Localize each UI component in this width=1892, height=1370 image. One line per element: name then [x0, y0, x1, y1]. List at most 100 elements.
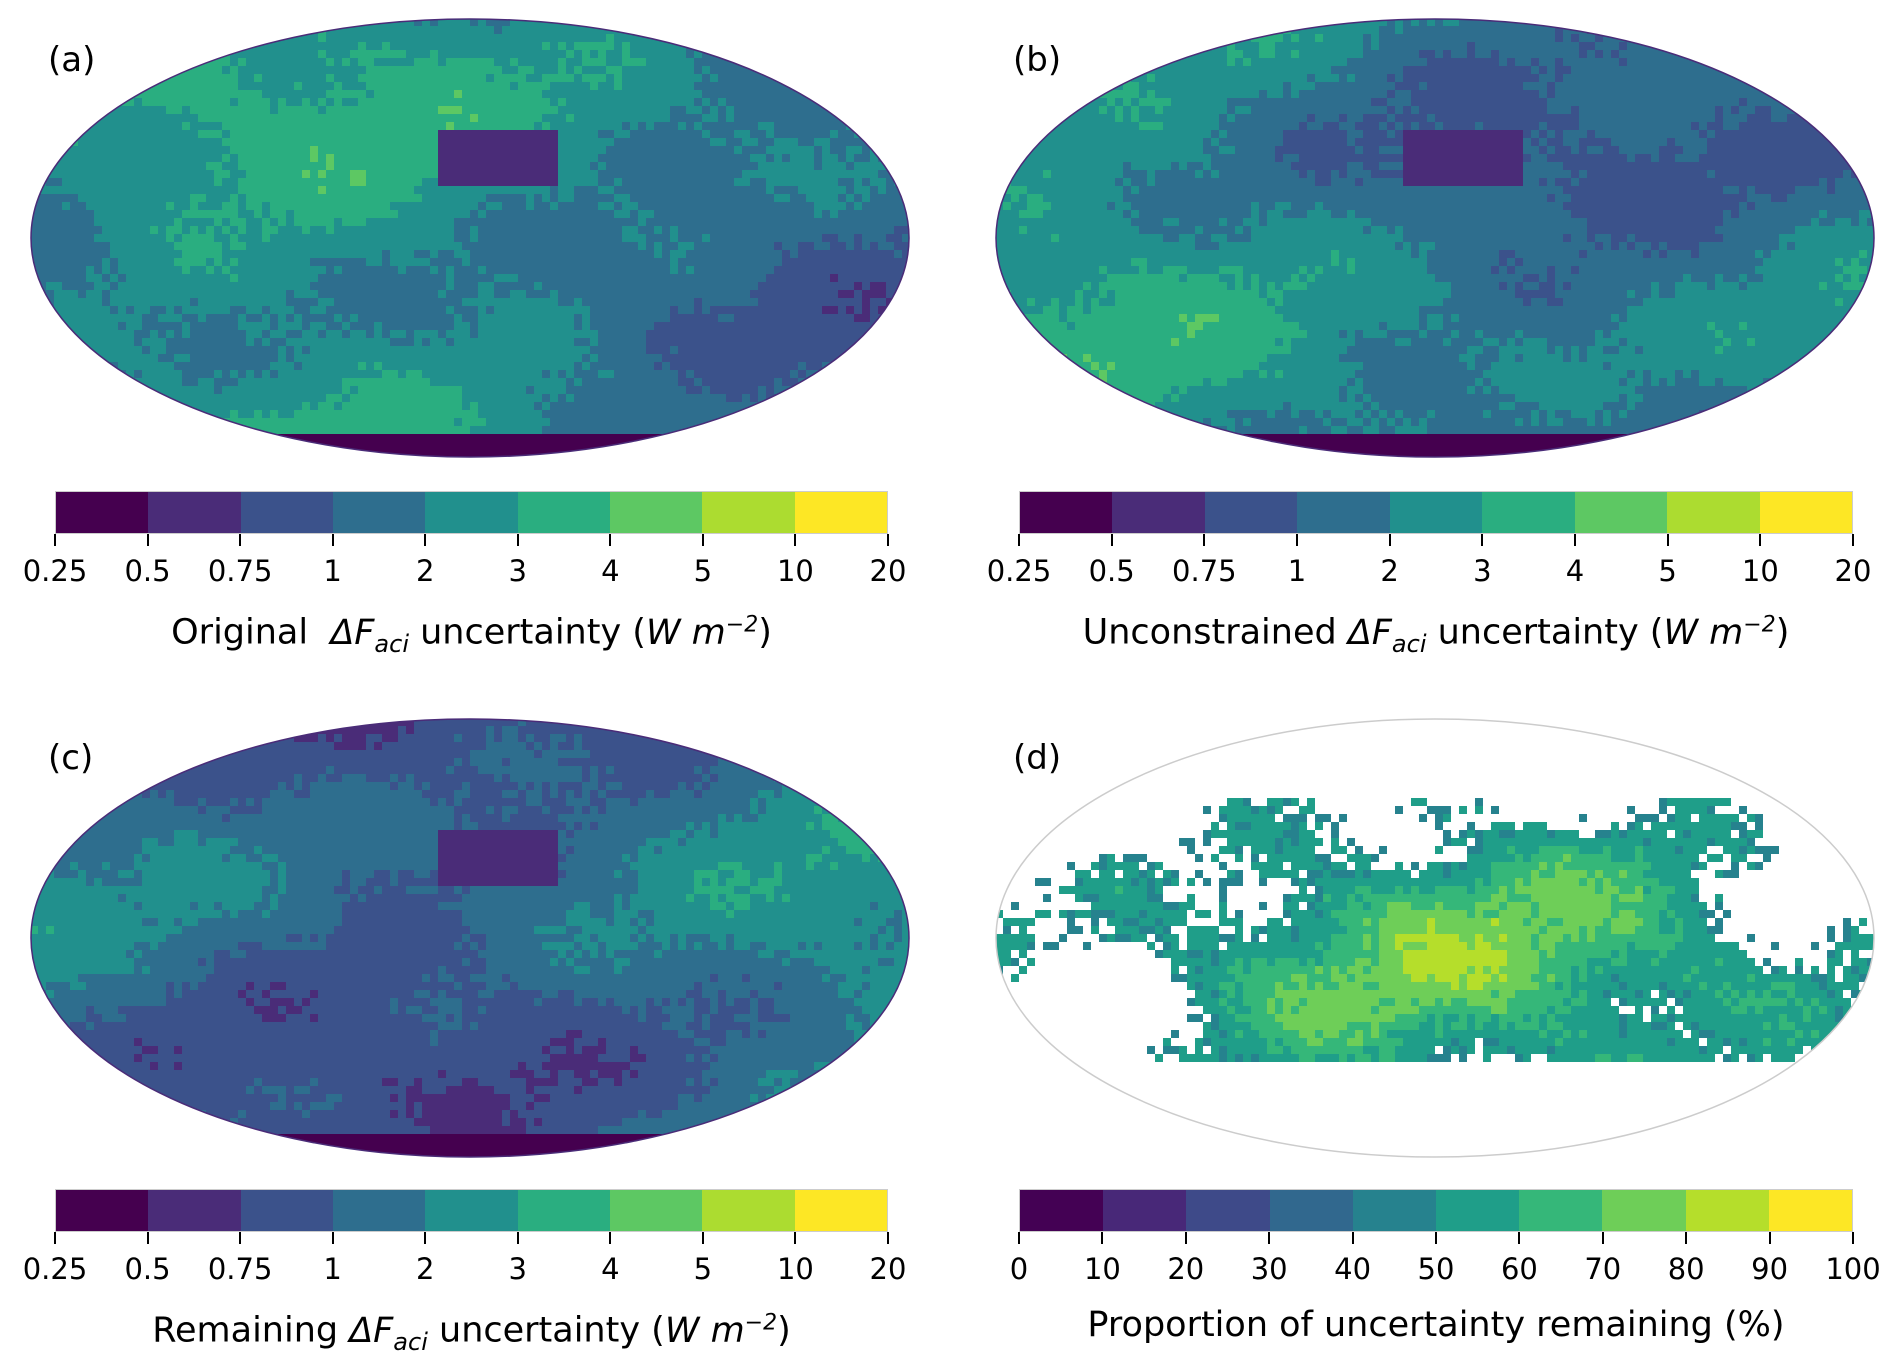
- map-cell: [134, 178, 142, 186]
- map-cell: [686, 234, 694, 242]
- map-cell: [862, 162, 870, 170]
- map-cell: [310, 178, 318, 186]
- map-cell: [166, 114, 174, 122]
- map-cell: [262, 34, 270, 42]
- map-cell: [382, 218, 390, 226]
- map-cell: [134, 210, 142, 218]
- map-cell: [494, 130, 502, 138]
- map-cell: [574, 34, 582, 42]
- map-cell: [846, 162, 854, 170]
- map-cell: [582, 154, 590, 162]
- map-cell: [694, 242, 702, 250]
- map-cell: [94, 34, 102, 42]
- map-cell: [30, 58, 38, 66]
- map-cell: [342, 314, 350, 322]
- map-cell: [798, 338, 806, 346]
- map-cell: [622, 194, 630, 202]
- map-cell: [222, 210, 230, 218]
- map-cell: [670, 90, 678, 98]
- map-cell: [198, 90, 206, 98]
- map-cell: [214, 282, 222, 290]
- map-cell: [454, 202, 462, 210]
- map-cell: [350, 250, 358, 258]
- map-cell: [262, 226, 270, 234]
- map-cell: [862, 266, 870, 274]
- map-cell: [262, 170, 270, 178]
- map-cell: [870, 50, 878, 58]
- map-cell: [678, 274, 686, 282]
- map-cell: [470, 34, 478, 42]
- map-cell: [718, 234, 726, 242]
- map-cell: [654, 218, 662, 226]
- map-cell: [526, 314, 534, 322]
- map-cell: [78, 82, 86, 90]
- map-cell: [638, 98, 646, 106]
- map-cell: [318, 298, 326, 306]
- map-cell: [694, 138, 702, 146]
- map-cell: [766, 314, 774, 322]
- map-cell: [366, 370, 374, 378]
- map-cell: [686, 194, 694, 202]
- map-cell: [294, 162, 302, 170]
- map-cell: [374, 82, 382, 90]
- map-cell: [406, 154, 414, 162]
- map-cell: [702, 82, 710, 90]
- map-cell: [790, 170, 798, 178]
- map-cell: [238, 210, 246, 218]
- map-cell: [822, 338, 830, 346]
- map-cell: [822, 330, 830, 338]
- map-cell: [638, 210, 646, 218]
- map-cell: [326, 210, 334, 218]
- map-cell: [222, 26, 230, 34]
- map-cell: [622, 362, 630, 370]
- map-cell: [398, 58, 406, 66]
- map-cell: [366, 50, 374, 58]
- map-cell: [270, 202, 278, 210]
- map-cell: [334, 314, 342, 322]
- map-cell: [446, 114, 454, 122]
- map-cell: [262, 314, 270, 322]
- map-cell: [30, 178, 38, 186]
- map-cell: [590, 98, 598, 106]
- map-cell: [70, 122, 78, 130]
- map-cell: [470, 178, 478, 186]
- map-cell: [654, 162, 662, 170]
- map-cell: [654, 26, 662, 34]
- map-cell: [190, 322, 198, 330]
- map-cell: [662, 178, 670, 186]
- map-cell: [286, 42, 294, 50]
- map-cell: [470, 98, 478, 106]
- map-cell: [78, 306, 86, 314]
- map-cell: [214, 194, 222, 202]
- map-cell: [350, 362, 358, 370]
- map-cell: [118, 130, 126, 138]
- map-cell: [278, 114, 286, 122]
- map-cell: [446, 122, 454, 130]
- map-cell: [886, 82, 894, 90]
- map-cell: [342, 290, 350, 298]
- map-cell: [398, 306, 406, 314]
- map-cell: [366, 178, 374, 186]
- map-cell: [54, 42, 62, 50]
- map-cell: [174, 242, 182, 250]
- map-cell: [166, 346, 174, 354]
- map-cell: [662, 290, 670, 298]
- map-cell: [262, 50, 270, 58]
- map-cell: [614, 298, 622, 306]
- map-cell: [550, 130, 558, 138]
- map-cell: [182, 314, 190, 322]
- map-cell: [118, 330, 126, 338]
- map-cell: [646, 146, 654, 154]
- map-cell: [206, 122, 214, 130]
- map-cell: [574, 138, 582, 146]
- map-cell: [270, 370, 278, 378]
- map-cell: [206, 34, 214, 42]
- map-cell: [350, 42, 358, 50]
- map-cell: [430, 74, 438, 82]
- map-cell: [726, 290, 734, 298]
- map-cell: [662, 338, 670, 346]
- map-cell: [46, 186, 54, 194]
- map-cell: [886, 66, 894, 74]
- map-cell: [670, 154, 678, 162]
- map-cell: [238, 202, 246, 210]
